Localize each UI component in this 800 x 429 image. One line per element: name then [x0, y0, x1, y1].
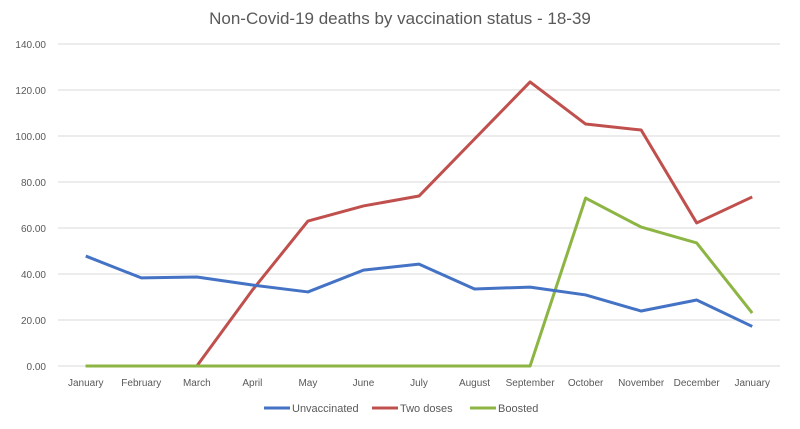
x-tick-label: November — [618, 378, 665, 389]
legend-label: Two doses — [400, 403, 453, 415]
x-tick-label: April — [242, 378, 262, 389]
x-tick-label: June — [353, 378, 375, 389]
y-tick-label: 0.00 — [27, 362, 47, 373]
legend-label: Boosted — [498, 403, 538, 415]
series-line-unvaccinated — [85, 254, 753, 328]
chart-title: Non-Covid-19 deaths by vaccination statu… — [209, 9, 591, 28]
y-tick-label: 80.00 — [21, 178, 46, 189]
y-tick-label: 60.00 — [21, 224, 46, 235]
x-tick-label: January — [734, 378, 770, 389]
x-tick-label: October — [568, 378, 604, 389]
x-tick-label: August — [459, 378, 490, 389]
y-tick-label: 100.00 — [15, 132, 46, 143]
legend-label: Unvaccinated — [292, 403, 359, 415]
x-tick-label: February — [121, 378, 161, 389]
x-tick-label: September — [506, 378, 556, 389]
series-line-boosted — [85, 196, 754, 368]
series-line-two-doses — [85, 80, 753, 368]
y-tick-label: 40.00 — [21, 270, 46, 281]
x-tick-label: May — [298, 378, 317, 389]
y-tick-label: 140.00 — [15, 40, 46, 51]
x-tick-label: January — [68, 378, 104, 389]
y-tick-label: 120.00 — [15, 86, 46, 97]
x-tick-label: March — [183, 378, 211, 389]
x-tick-label: December — [674, 378, 721, 389]
x-tick-label: July — [410, 378, 428, 389]
y-tick-label: 20.00 — [21, 316, 46, 327]
